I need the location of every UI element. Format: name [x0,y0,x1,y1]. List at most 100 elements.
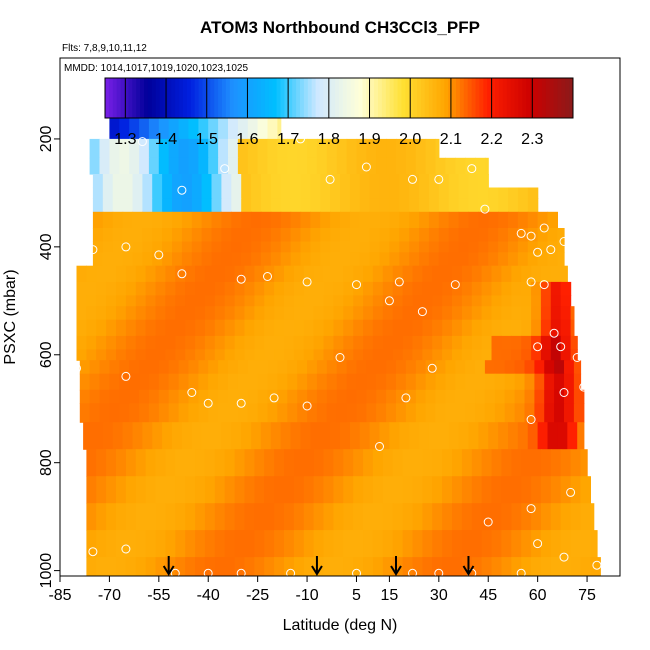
heatmap-cell [168,389,180,404]
heatmap-cell [208,373,219,391]
heatmap-cell [442,530,453,558]
heatmap-cell [570,476,582,504]
heatmap-cell [521,349,532,361]
heatmap-cell [438,174,450,189]
heatmap-cell [181,252,193,267]
heatmap-cell [280,187,292,199]
heatmap-cell [425,157,437,175]
heatmap-cell [214,530,226,558]
heatmap-cell [172,252,183,267]
heatmap-cell [544,403,555,423]
heatmap-cell [330,174,341,189]
heatmap-cell [204,295,216,307]
heatmap-cell [175,295,186,307]
heatmap-cell [152,187,163,199]
heatmap-cell [251,422,262,450]
heatmap-cell [178,138,190,159]
colorbar-cell [448,78,453,118]
heatmap-cell [501,319,512,337]
y-tick-label: 800 [38,449,55,476]
heatmap-cell [570,530,582,558]
heatmap-cell [471,335,483,350]
heatmap-cell [570,503,582,531]
colorbar-cell [534,78,539,118]
heatmap-cell [412,281,423,296]
heatmap-cell [560,530,572,558]
heatmap-cell [419,174,430,189]
heatmap-cell [125,530,137,558]
colorbar-cell [214,78,219,118]
sample-point [408,568,417,576]
heatmap-cell [86,265,97,283]
heatmap-cell [419,228,430,243]
colorbar-cell [315,78,320,118]
heatmap-cell [162,228,173,243]
heatmap-cell [165,530,176,558]
heatmap-cell [185,295,196,307]
y-tick-label: 400 [38,233,55,260]
heatmap-cell [307,157,318,175]
heatmap-cell [86,449,97,477]
heatmap-cell [550,557,562,576]
heatmap-cell [422,557,433,576]
heatmap-cell [465,389,476,404]
heatmap-cell [402,449,414,477]
colorbar-cell [186,78,192,118]
heatmap-cell [198,403,209,423]
heatmap-cell [109,117,120,140]
colorbar-cell [370,78,375,118]
heatmap-cell [557,422,568,450]
heatmap-cell [92,211,104,229]
heatmap-cell [455,360,466,375]
heatmap-cell [152,252,163,267]
heatmap-cell [326,373,338,391]
heatmap-cell [320,252,331,267]
colorbar-cell [175,78,180,118]
heatmap-cell [125,557,137,576]
heatmap-cell [392,557,404,576]
sample-point [408,174,417,184]
heatmap-cell [415,403,427,423]
heatmap-cell [435,157,446,175]
sample-point [526,231,536,241]
heatmap-cell [102,211,114,229]
heatmap-cell [165,449,176,477]
heatmap-cell [284,557,295,576]
heatmap-cell [461,449,473,477]
heatmap-cell [198,117,209,140]
heatmap-cell [389,228,400,243]
heatmap-cell [264,530,275,558]
heatmap-cell [438,228,450,243]
heatmap-cell [508,187,519,199]
heatmap-cell [540,281,552,296]
sample-point [526,277,536,287]
sample-point [121,544,131,554]
heatmap-cell [185,335,196,350]
heatmap-cell [458,228,470,243]
heatmap-cell [254,557,265,576]
heatmap-cell [343,449,354,477]
heatmap-cell [372,349,384,361]
heatmap-cell [366,157,377,175]
flight-arrow-head [462,565,475,576]
heatmap-cell [191,228,203,243]
heatmap-cell [359,198,371,213]
heatmap-cell [247,138,259,159]
heatmap-cell [284,319,295,337]
heatmap-cell [438,252,450,267]
heatmap-cell [560,335,572,350]
heatmap-cell [145,557,157,576]
colorbar-cell [140,78,145,118]
x-tick-label: 30 [430,587,448,604]
heatmap-cell [336,360,348,375]
colorbar-cell [424,78,430,118]
sample-point [269,393,279,403]
colorbar-cell [518,78,523,118]
heatmap-cell [168,373,180,391]
heatmap-cell [168,360,180,375]
heatmap-cell [96,349,107,361]
heatmap-cell [313,476,325,504]
heatmap-cell [475,389,486,404]
heatmap-cell [504,373,516,391]
heatmap-cell [452,530,463,558]
